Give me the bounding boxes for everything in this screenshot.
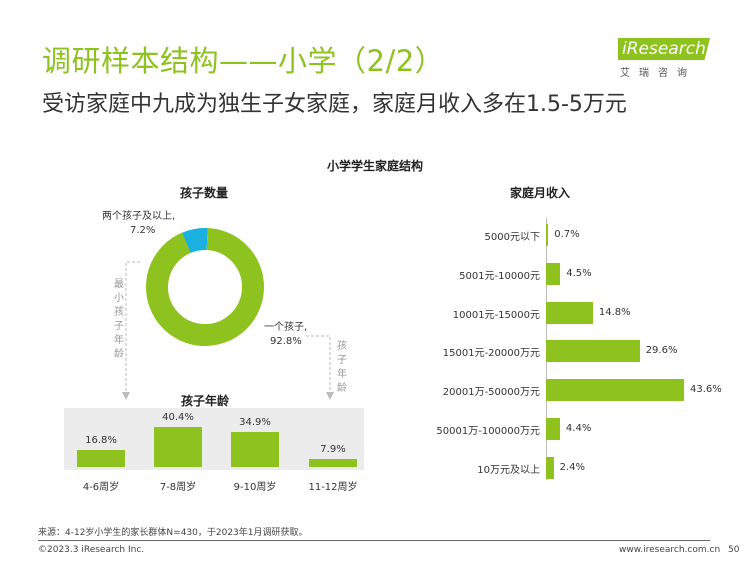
income-bar bbox=[546, 456, 554, 479]
page-title: 调研样本结构——小学（2/2） bbox=[42, 44, 445, 78]
donut-value-one-child: 92.8% bbox=[270, 336, 302, 347]
age-chart-title: 孩子年龄 bbox=[181, 394, 230, 408]
left-arrow-label: 最小孩子年龄 bbox=[114, 279, 124, 360]
age-bar bbox=[231, 432, 279, 467]
donut-value-two-children: 7.2% bbox=[130, 225, 156, 236]
income-category-label: 50001万-100000万元 bbox=[436, 426, 540, 437]
left-dashed-arrow bbox=[125, 261, 140, 398]
age-bar-value-label: 16.8% bbox=[85, 435, 117, 447]
age-category-label: 9-10周岁 bbox=[233, 482, 277, 493]
right-arrow-head bbox=[326, 392, 334, 400]
logo-cn-text: 艾瑞咨询 bbox=[620, 68, 696, 79]
income-bar bbox=[546, 262, 561, 285]
donut-label-two-children: 两个孩子及以上, bbox=[102, 211, 176, 222]
income-bar-value-label: 43.6% bbox=[690, 384, 722, 396]
age-bar-chart: 16.8% 4-6周岁 40.4% 7-8周岁 34.9% 9-10周岁 7.9% 11-12… bbox=[64, 408, 364, 503]
left-arrow-head bbox=[122, 392, 130, 400]
logo-mark: iResearch bbox=[618, 38, 710, 60]
income-bar bbox=[546, 418, 560, 440]
right-arrow-label: 孩子年龄 bbox=[337, 341, 347, 394]
age-category-label: 11-12周岁 bbox=[308, 482, 358, 493]
iresearch-logo: iResearch 艾瑞咨询 bbox=[618, 38, 710, 86]
footer-url: www.iresearch.com.cn bbox=[619, 545, 721, 555]
age-bar bbox=[77, 450, 125, 467]
page-number: 50 bbox=[728, 545, 740, 555]
copyright: ©2023.3 iResearch Inc. bbox=[38, 545, 145, 555]
income-bar bbox=[546, 301, 593, 324]
income-bar bbox=[546, 379, 684, 402]
age-category-label: 4-6周岁 bbox=[82, 482, 120, 493]
footer-divider bbox=[38, 540, 710, 541]
donut-chart bbox=[146, 228, 264, 346]
income-category-label: 10万元及以上 bbox=[477, 464, 540, 476]
income-chart-title: 家庭月收入 bbox=[510, 186, 571, 200]
income-category-label: 5000元以下 bbox=[484, 232, 540, 243]
income-category-label: 10001元-15000元 bbox=[452, 309, 540, 321]
right-dashed-arrow bbox=[306, 335, 331, 398]
age-category-label: 7-8周岁 bbox=[159, 482, 197, 493]
income-category-label: 15001元-20000万元 bbox=[442, 348, 540, 360]
donut-label-one-child: 一个孩子, bbox=[264, 322, 308, 333]
age-bar-value-label: 40.4% bbox=[162, 412, 194, 423]
age-bar bbox=[309, 459, 357, 467]
income-bar-value-label: 4.5% bbox=[566, 267, 592, 279]
income-bar-value-label: 0.7% bbox=[554, 229, 580, 240]
page-subtitle: 受访家庭中九成为独生子女家庭，家庭月收入多在1.5-5万元 bbox=[42, 92, 627, 117]
age-bar-value-label: 7.9% bbox=[320, 444, 346, 456]
income-bar-chart: 5000元以下 0.7% 5001元-10000元 4.5% 10001元-15000元… bbox=[400, 218, 730, 486]
donut-title: 孩子数量 bbox=[180, 186, 229, 200]
income-bar-value-label: 4.4% bbox=[565, 423, 592, 434]
income-bar bbox=[546, 224, 549, 246]
source-note: 来源：4-12岁小学生的家长群体N=430，于2023年1月调研获取。 bbox=[38, 528, 308, 538]
income-bar-value-label: 29.6% bbox=[645, 345, 678, 357]
income-category-label: 5001元-10000元 bbox=[459, 270, 540, 282]
income-bar-value-label: 14.8% bbox=[598, 306, 631, 318]
age-bar bbox=[154, 427, 202, 467]
income-bar-value-label: 2.4% bbox=[559, 461, 585, 473]
income-bar bbox=[546, 340, 640, 363]
chart-main-title: 小学学生家庭结构 bbox=[326, 159, 423, 173]
income-category-label: 20001万-50000万元 bbox=[442, 387, 540, 399]
age-bar-value-label: 34.9% bbox=[239, 417, 271, 429]
donut-slice-one-child bbox=[146, 228, 264, 346]
